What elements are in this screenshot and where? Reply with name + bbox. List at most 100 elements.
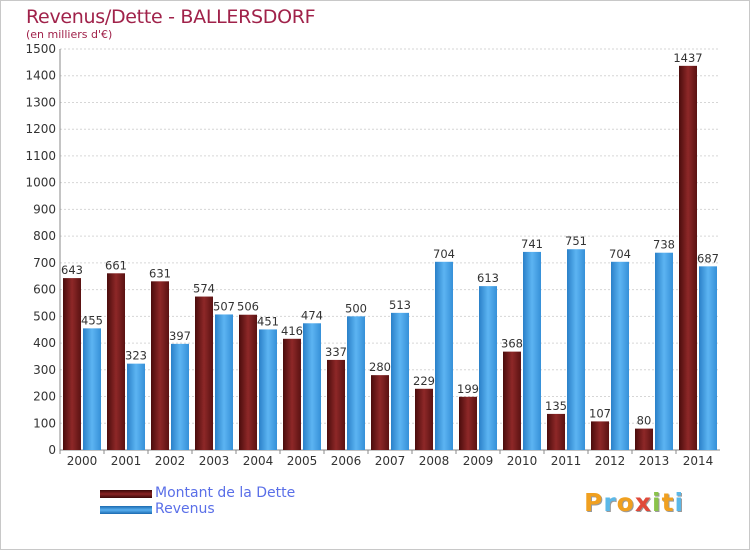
data-label-dette: 337 (325, 345, 347, 359)
data-label-dette: 661 (105, 258, 127, 272)
data-label-dette: 199 (457, 382, 479, 396)
chart-title: Revenus/Dette - BALLERSDORF (26, 6, 316, 28)
y-tick-label: 800 (33, 229, 56, 243)
logo-letter: x (634, 488, 652, 517)
x-tick-label: 2000 (67, 454, 98, 468)
x-tick-label: 2014 (683, 454, 714, 468)
bar-dette (283, 338, 301, 450)
x-tick-label: 2004 (243, 454, 274, 468)
chart-subtitle: (en milliers d'€) (26, 28, 113, 41)
data-label-dette: 280 (369, 360, 391, 374)
x-tick-label: 2010 (507, 454, 538, 468)
x-tick-label: 2008 (419, 454, 450, 468)
bar-dette (107, 273, 125, 450)
bar-dette (591, 421, 609, 450)
logo-letter: i (674, 488, 685, 517)
x-tick-label: 2011 (551, 454, 582, 468)
y-tick-label: 1300 (25, 95, 56, 109)
data-label-dette: 135 (545, 399, 567, 413)
x-tick-label: 2013 (639, 454, 670, 468)
data-label-revenus: 474 (301, 308, 323, 322)
legend-label-revenus: Revenus (155, 501, 215, 517)
data-label-dette: 107 (589, 406, 611, 420)
data-label-revenus: 455 (81, 313, 103, 327)
data-label-dette: 1437 (673, 51, 702, 65)
bar-dette (195, 296, 213, 450)
y-tick-label: 1400 (25, 69, 56, 83)
bar-revenus (391, 312, 409, 450)
data-label-revenus: 500 (345, 301, 367, 315)
bar-dette (459, 396, 477, 450)
data-label-dette: 631 (149, 266, 171, 280)
bar-revenus (479, 286, 497, 450)
x-tick-label: 2007 (375, 454, 406, 468)
x-tick-label: 2005 (287, 454, 318, 468)
bar-dette (635, 428, 653, 450)
data-label-dette: 80 (637, 414, 652, 428)
y-tick-label: 500 (33, 309, 56, 323)
y-tick-label: 200 (33, 390, 56, 404)
x-tick-label: 2012 (595, 454, 626, 468)
x-tick-label: 2006 (331, 454, 362, 468)
bar-revenus (655, 252, 673, 450)
logo-letter: P (584, 488, 604, 517)
x-tick-label: 2002 (155, 454, 186, 468)
y-tick-label: 1100 (25, 149, 56, 163)
bar-revenus (171, 343, 189, 450)
logo-letter: r (603, 488, 617, 517)
bar-dette (151, 281, 169, 450)
proxiti-logo: Proxiti (584, 488, 684, 517)
bar-revenus (611, 261, 629, 450)
x-tick-label: 2001 (111, 454, 142, 468)
bar-revenus (259, 329, 277, 450)
logo-letter: i (652, 488, 662, 517)
y-tick-label: 300 (33, 363, 56, 377)
bar-revenus (567, 249, 585, 450)
y-tick-label: 0 (48, 443, 56, 457)
bar-revenus (523, 251, 541, 450)
y-tick-label: 1000 (25, 176, 56, 190)
y-tick-label: 1200 (25, 122, 56, 136)
x-tick-label: 2009 (463, 454, 494, 468)
bar-revenus (127, 363, 145, 450)
data-label-revenus: 687 (697, 251, 719, 265)
bar-revenus (303, 323, 321, 450)
logo-letter: o (616, 488, 635, 517)
legend-swatch-dette (100, 490, 152, 498)
bar-dette (327, 359, 345, 450)
data-label-dette: 368 (501, 337, 523, 351)
x-tick-label: 2003 (199, 454, 230, 468)
data-label-dette: 229 (413, 374, 435, 388)
data-label-revenus: 741 (521, 237, 543, 251)
data-label-dette: 506 (237, 300, 259, 314)
data-label-dette: 416 (281, 324, 303, 338)
data-label-dette: 643 (61, 263, 83, 277)
bar-revenus (435, 261, 453, 450)
data-label-dette: 574 (193, 282, 215, 296)
legend-label-dette: Montant de la Dette (155, 485, 296, 501)
bar-dette (371, 375, 389, 450)
bar-dette (415, 388, 433, 450)
logo-letter: t (661, 488, 675, 517)
data-label-revenus: 738 (653, 238, 675, 252)
bar-revenus (215, 314, 233, 450)
y-tick-label: 900 (33, 202, 56, 216)
bar-dette (679, 65, 697, 450)
bar-revenus (699, 266, 717, 450)
data-label-revenus: 751 (565, 234, 587, 248)
data-label-revenus: 513 (389, 298, 411, 312)
data-label-revenus: 507 (213, 299, 235, 313)
bar-dette (547, 413, 565, 450)
data-label-revenus: 704 (609, 247, 631, 261)
y-tick-label: 400 (33, 336, 56, 350)
y-tick-label: 100 (33, 416, 56, 430)
bar-dette (63, 278, 81, 450)
y-tick-label: 1500 (25, 42, 56, 56)
bar-revenus (347, 316, 365, 450)
data-label-revenus: 704 (433, 247, 455, 261)
y-tick-label: 700 (33, 256, 56, 270)
bar-dette (503, 351, 521, 450)
data-label-revenus: 397 (169, 329, 191, 343)
data-label-revenus: 613 (477, 271, 499, 285)
